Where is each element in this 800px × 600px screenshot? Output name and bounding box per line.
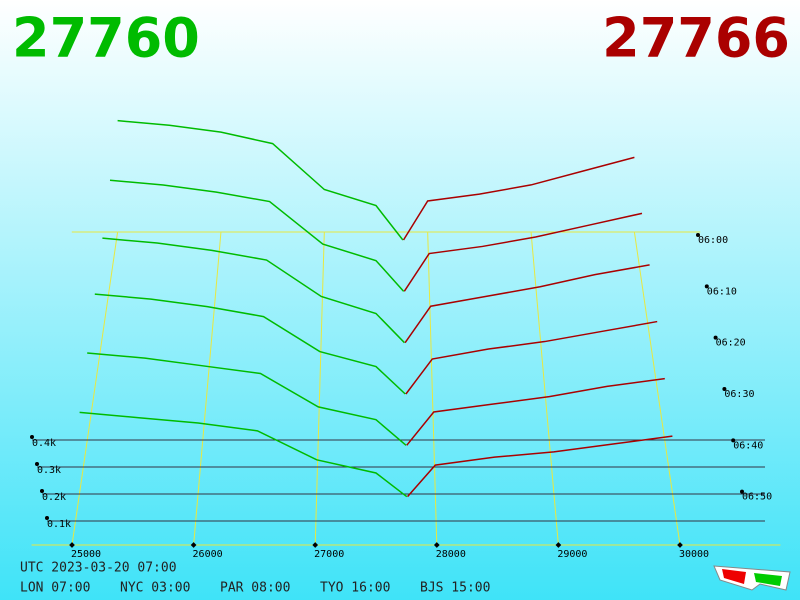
- grid-line: [193, 231, 222, 546]
- depth-tick-label: 0.3k: [37, 465, 61, 476]
- x-tick-label: 27000: [314, 549, 344, 560]
- depth-tick: [45, 516, 49, 520]
- x-tick-label: 25000: [71, 549, 101, 560]
- bid-depth-line: [102, 237, 405, 344]
- bid-depth-line: [117, 119, 404, 241]
- x-tick: [312, 542, 319, 548]
- grid-line: [314, 231, 325, 546]
- time-tick-label: 06:00: [698, 235, 728, 246]
- bid-depth-line: [87, 352, 407, 446]
- x-tick: [555, 542, 562, 548]
- depth-tick-label: 0.4k: [32, 438, 56, 449]
- x-tick-label: 30000: [679, 549, 709, 560]
- ask-depth-line: [403, 212, 643, 292]
- depth-tick-label: 0.2k: [42, 492, 66, 503]
- city-time: TYO 16:00: [320, 581, 390, 596]
- x-tick: [190, 542, 197, 548]
- bid-depth-line: [109, 179, 405, 292]
- bid-price: 27760: [12, 7, 200, 70]
- plot: 25000 26000 27000 28000 29000 30000 0.1k 0.2k 0.…: [30, 119, 781, 560]
- ask-depth-line: [406, 377, 665, 446]
- depth-tick: [30, 435, 34, 439]
- time-tick: [722, 387, 727, 391]
- city-time: LON 07:00: [20, 581, 90, 596]
- city-time: NYC 03:00: [120, 581, 190, 596]
- depth-tick: [35, 462, 39, 466]
- time-tick-label: 06:30: [724, 389, 754, 400]
- bid-depth-line: [94, 293, 406, 395]
- time-tick: [713, 335, 718, 340]
- utc-time: UTC 2023-03-20 07:00: [20, 561, 177, 576]
- grid-line: [633, 231, 681, 546]
- depth-tick-label: 0.1k: [47, 519, 71, 530]
- x-tick: [677, 542, 683, 548]
- ask-depth-line: [404, 264, 650, 344]
- time-tick: [704, 284, 709, 289]
- ask-depth-line: [402, 156, 635, 241]
- x-tick-label: 26000: [193, 549, 223, 560]
- time-tick: [731, 438, 736, 443]
- ask-depth-line: [406, 435, 673, 498]
- city-time: BJS 15:00: [420, 581, 490, 596]
- depth-tick: [40, 489, 44, 493]
- x-tick-label: 29000: [557, 549, 587, 560]
- x-tick: [433, 542, 440, 548]
- time-tick-label: 06:40: [733, 440, 763, 451]
- grid-line: [427, 231, 438, 546]
- time-tick-label: 06:10: [707, 286, 737, 297]
- x-tick-label: 28000: [436, 549, 466, 560]
- glasses-icon: [713, 565, 791, 591]
- time-tick-label: 06:50: [742, 492, 772, 503]
- x-tick: [69, 542, 75, 548]
- time-tick: [740, 489, 744, 494]
- ask-depth-line: [405, 320, 658, 395]
- grid-line: [71, 231, 119, 546]
- bid-depth-line: [79, 411, 408, 498]
- grid-line: [530, 231, 559, 546]
- city-time: PAR 08:00: [220, 581, 290, 596]
- ask-price: 27766: [602, 7, 790, 70]
- time-tick: [696, 233, 700, 237]
- time-tick-label: 06:20: [716, 338, 746, 349]
